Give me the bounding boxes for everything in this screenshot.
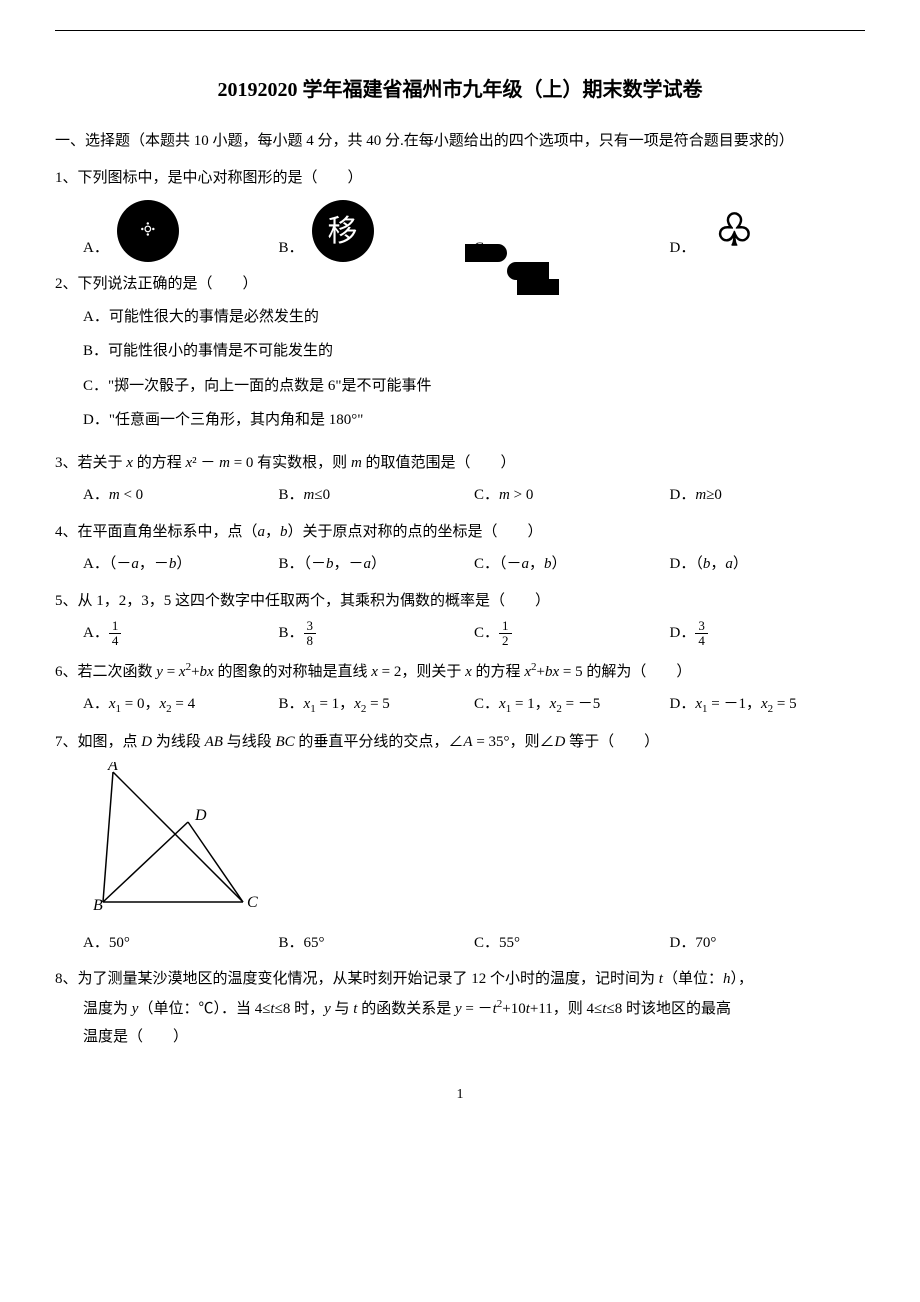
q3-text: 3、若关于 x 的方程 x² － m = 0 有实数根，则 m 的取值范围是（ … [55,449,865,478]
exam-title: 20192020 学年福建省福州市九年级（上）期末数学试卷 [55,71,865,109]
svg-text:D: D [194,807,207,824]
q5-option-d: D．34 [670,619,866,649]
question-2: 2、下列说法正确的是（ ） A．可能性很大的事情是必然发生的 B．可能性很小的事… [55,270,865,441]
q2-option-b: B．可能性很小的事情是不可能发生的 [83,337,865,366]
q2-option-a: A．可能性很大的事情是必然发生的 [83,303,865,332]
q6-options: A．x1 = 0，x2 = 4 B．x1 = 1，x2 = 5 C．x1 = 1… [55,690,865,720]
header-rule [55,30,865,31]
q4-option-a: A．（－a，－b） [83,550,279,579]
q7-option-d: D．70° [670,929,866,958]
q1-option-b: B． 移 [279,200,475,262]
q2-option-c: C．"掷一次骰子，向上一面的点数是 6"是不可能事件 [83,372,865,401]
q4-text: 4、在平面直角坐标系中，点（a，b）关于原点对称的点的坐标是（ ） [55,518,865,547]
svg-text:C: C [247,894,258,911]
question-6: 6、若二次函数 y = x2+bx 的图象的对称轴是直线 x = 2，则关于 x… [55,657,865,720]
q7-option-a: A．50° [83,929,279,958]
q5-option-a: A．14 [83,619,279,649]
question-8: 8、为了测量某沙漠地区的温度变化情况，从某时刻开始记录了 12 个小时的温度，记… [55,965,865,1052]
q3-option-a: A．m < 0 [83,481,279,510]
q6-option-a: A．x1 = 0，x2 = 4 [83,690,279,720]
q6-option-c: C．x1 = 1，x2 = －5 [474,690,670,720]
section-1-header: 一、选择题（本题共 10 小题，每小题 4 分，共 40 分.在每小题给出的四个… [55,127,865,156]
q6-option-d: D．x1 = －1，x2 = 5 [670,690,866,720]
q3-option-b: B．m≤0 [279,481,475,510]
q5-text: 5、从 1，2，3，5 这四个数字中任取两个，其乘积为偶数的概率是（ ） [55,587,865,616]
q1-option-a: A． ༓ [83,200,279,262]
question-5: 5、从 1，2，3，5 这四个数字中任取两个，其乘积为偶数的概率是（ ） A．1… [55,587,865,649]
q5-option-c: C．12 [474,619,670,649]
q7-options: A．50° B．65° C．55° D．70° [55,929,865,958]
q8-line2: 温度为 y（单位：℃）．当 4≤t≤8 时，y 与 t 的函数关系是 y = －… [55,994,865,1024]
q7-figure: A D B C [83,762,865,923]
q8-line1: 8、为了测量某沙漠地区的温度变化情况，从某时刻开始记录了 12 个小时的温度，记… [55,965,865,994]
q1-options: A． ༓ B． 移 C． D． ♧ [55,200,865,262]
q3-option-d: D．m≥0 [670,481,866,510]
page-number: 1 [55,1082,865,1109]
q2-option-d: D．"任意画一个三角形，其内角和是 180°" [83,406,865,435]
svg-text:B: B [93,897,103,912]
q4-options: A．（－a，－b） B．（－b，－a） C．（－a，b） D．（b，a） [55,550,865,579]
q1-text: 1、下列图标中，是中心对称图形的是（ ） [55,164,865,193]
question-7: 7、如图，点 D 为线段 AB 与线段 BC 的垂直平分线的交点，∠A = 35… [55,728,865,958]
q8-line3: 温度是（ ） [55,1023,865,1052]
q7-option-c: C．55° [474,929,670,958]
question-1: 1、下列图标中，是中心对称图形的是（ ） A． ༓ B． 移 C． D． ♧ [55,164,865,263]
q6-option-b: B．x1 = 1，x2 = 5 [279,690,475,720]
q3-option-c: C．m > 0 [474,481,670,510]
q4-option-d: D．（b，a） [670,550,866,579]
q6-text: 6、若二次函数 y = x2+bx 的图象的对称轴是直线 x = 2，则关于 x… [55,657,865,687]
logo-circle-a-icon: ༓ [117,200,179,262]
q2-options: A．可能性很大的事情是必然发生的 B．可能性很小的事情是不可能发生的 C．"掷一… [55,303,865,441]
q1-option-c: C． [474,234,670,263]
q4-option-c: C．（－a，b） [474,550,670,579]
q5-option-b: B．38 [279,619,475,649]
svg-text:A: A [107,762,118,774]
logo-circle-b-icon: 移 [312,200,374,262]
q3-options: A．m < 0 B．m≤0 C．m > 0 D．m≥0 [55,481,865,510]
logo-trefoil-icon: ♧ [703,200,765,262]
q7-option-b: B．65° [279,929,475,958]
q4-option-b: B．（－b，－a） [279,550,475,579]
question-4: 4、在平面直角坐标系中，点（a，b）关于原点对称的点的坐标是（ ） A．（－a，… [55,518,865,579]
q1-option-d: D． ♧ [670,200,866,262]
q5-options: A．14 B．38 C．12 D．34 [55,619,865,649]
q2-text: 2、下列说法正确的是（ ） [55,270,865,299]
q7-text: 7、如图，点 D 为线段 AB 与线段 BC 的垂直平分线的交点，∠A = 35… [55,728,865,757]
question-3: 3、若关于 x 的方程 x² － m = 0 有实数根，则 m 的取值范围是（ … [55,449,865,510]
